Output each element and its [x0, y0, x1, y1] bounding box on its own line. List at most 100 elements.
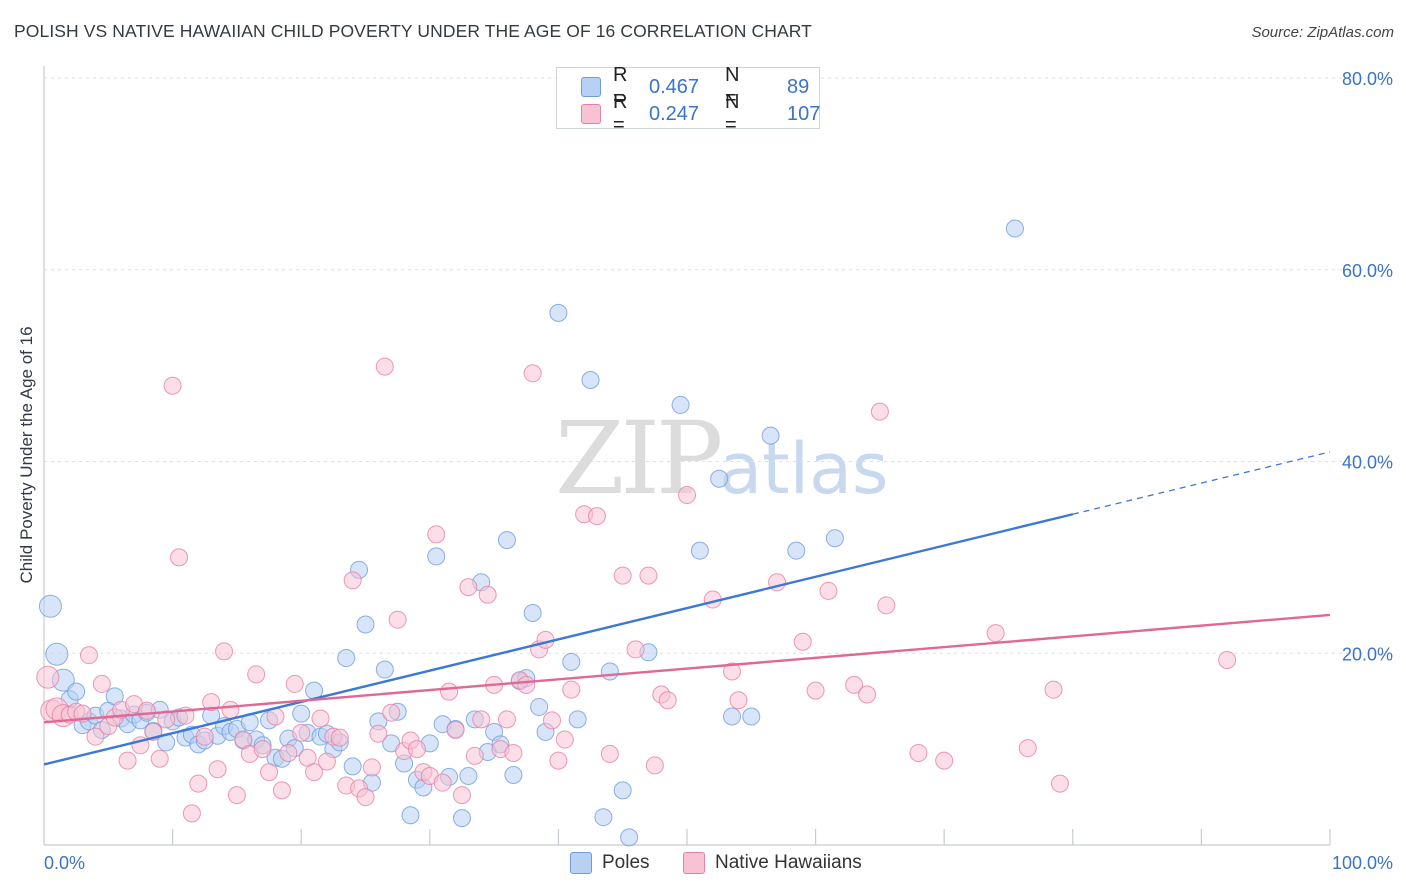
point-poles: [620, 828, 639, 847]
point-poles: [497, 531, 516, 550]
point-poles: [742, 707, 761, 726]
point-native-hawaiians: [678, 486, 696, 505]
point-poles: [38, 594, 62, 618]
point-poles: [459, 766, 478, 785]
x-tick-label-max: 100.0%: [1332, 853, 1393, 873]
tick-labels: 20.0% 40.0% 60.0% 80.0% 0.0% 100.0%: [44, 69, 1393, 873]
point-poles: [337, 649, 356, 668]
point-native-hawaiians: [285, 674, 304, 693]
point-native-hawaiians: [375, 357, 394, 376]
point-poles: [427, 547, 446, 566]
point-poles: [292, 704, 311, 723]
point-poles: [452, 809, 471, 828]
bottom-legend-swatch-poles: [570, 852, 592, 874]
point-native-hawaiians: [600, 744, 619, 763]
point-native-hawaiians: [472, 710, 491, 729]
point-native-hawaiians: [1050, 774, 1069, 793]
bottom-legend-label-native-hawaiians: Native Hawaiians: [715, 852, 862, 873]
chart-title: POLISH VS NATIVE HAWAIIAN CHILD POVERTY …: [14, 21, 812, 41]
point-native-hawaiians: [92, 674, 111, 693]
point-native-hawaiians: [729, 691, 748, 710]
point-native-hawaiians: [986, 624, 1005, 643]
y-tick-label: 80.0%: [1342, 69, 1393, 89]
y-tick-label: 40.0%: [1342, 453, 1393, 473]
point-poles: [594, 808, 613, 827]
point-native-hawaiians: [208, 760, 227, 779]
watermark-atlas: atlas: [719, 428, 889, 510]
point-poles: [825, 529, 844, 548]
point-poles: [1005, 219, 1024, 238]
point-poles: [67, 682, 86, 701]
point-native-hawaiians: [845, 675, 864, 694]
legend-swatch-native-hawaiians: [581, 104, 601, 124]
point-native-hawaiians: [369, 724, 388, 743]
point-native-hawaiians: [80, 646, 99, 665]
point-native-hawaiians: [1044, 680, 1063, 699]
point-poles: [600, 662, 619, 681]
legend-swatch-poles: [581, 77, 601, 97]
point-native-hawaiians: [549, 751, 568, 770]
legend-n-label: N =: [725, 91, 740, 136]
point-native-hawaiians: [1018, 739, 1037, 758]
point-native-hawaiians: [86, 727, 105, 746]
point-native-hawaiians: [858, 685, 877, 704]
trend-line-poles: [43, 513, 1074, 766]
legend-r-value: 0.467: [649, 75, 700, 98]
point-poles: [723, 707, 742, 726]
point-poles: [356, 615, 375, 634]
trend-extension-poles: [1072, 451, 1331, 515]
point-native-hawaiians: [562, 680, 581, 699]
point-native-hawaiians: [388, 610, 407, 629]
point-poles: [530, 697, 549, 716]
point-native-hawaiians: [504, 743, 523, 762]
point-native-hawaiians: [465, 746, 484, 765]
point-native-hawaiians: [587, 507, 606, 526]
point-native-hawaiians: [819, 581, 838, 600]
correlation-legend: R = 0.467 N = 89 R = 0.247 N = 107: [556, 64, 821, 136]
grid-lines: [44, 77, 1395, 654]
point-poles: [581, 371, 600, 390]
point-native-hawaiians: [1218, 650, 1237, 669]
point-native-hawaiians: [645, 756, 664, 775]
point-native-hawaiians: [195, 727, 214, 746]
point-native-hawaiians: [163, 376, 182, 395]
point-native-hawaiians: [446, 720, 465, 739]
point-native-hawaiians: [292, 723, 311, 742]
point-native-hawaiians: [407, 740, 426, 759]
point-native-hawaiians: [382, 703, 401, 722]
trend-line-native-hawaiians: [43, 613, 1331, 724]
y-tick-label: 20.0%: [1342, 644, 1393, 664]
point-poles: [690, 541, 709, 560]
point-native-hawaiians: [497, 710, 516, 729]
source-label: Source: ZipAtlas.com: [1251, 24, 1394, 41]
point-native-hawaiians: [36, 665, 60, 689]
point-native-hawaiians: [202, 693, 221, 712]
point-poles: [375, 660, 394, 679]
point-native-hawaiians: [542, 711, 561, 730]
legend-n-label: N =: [725, 64, 740, 109]
point-poles: [45, 642, 69, 666]
x-tick-label-min: 0.0%: [44, 853, 85, 873]
point-native-hawaiians: [870, 402, 889, 421]
point-poles: [671, 395, 690, 414]
point-native-hawaiians: [523, 364, 542, 383]
legend-n-value: 89: [787, 75, 810, 98]
point-native-hawaiians: [613, 566, 632, 585]
point-native-hawaiians: [343, 571, 362, 590]
point-native-hawaiians: [723, 662, 742, 681]
point-native-hawaiians: [517, 675, 536, 694]
point-native-hawaiians: [317, 752, 336, 771]
point-poles: [523, 603, 542, 622]
point-native-hawaiians: [877, 596, 896, 615]
point-native-hawaiians: [170, 548, 189, 567]
point-native-hawaiians: [362, 758, 381, 777]
point-native-hawaiians: [118, 751, 137, 770]
point-native-hawaiians: [221, 700, 240, 719]
point-native-hawaiians: [137, 701, 156, 720]
point-native-hawaiians: [427, 525, 446, 544]
point-native-hawaiians: [330, 728, 349, 747]
point-native-hawaiians: [909, 743, 928, 762]
point-native-hawaiians: [356, 788, 375, 807]
data-points: [36, 219, 1237, 847]
legend-n-value: 107: [787, 102, 821, 125]
